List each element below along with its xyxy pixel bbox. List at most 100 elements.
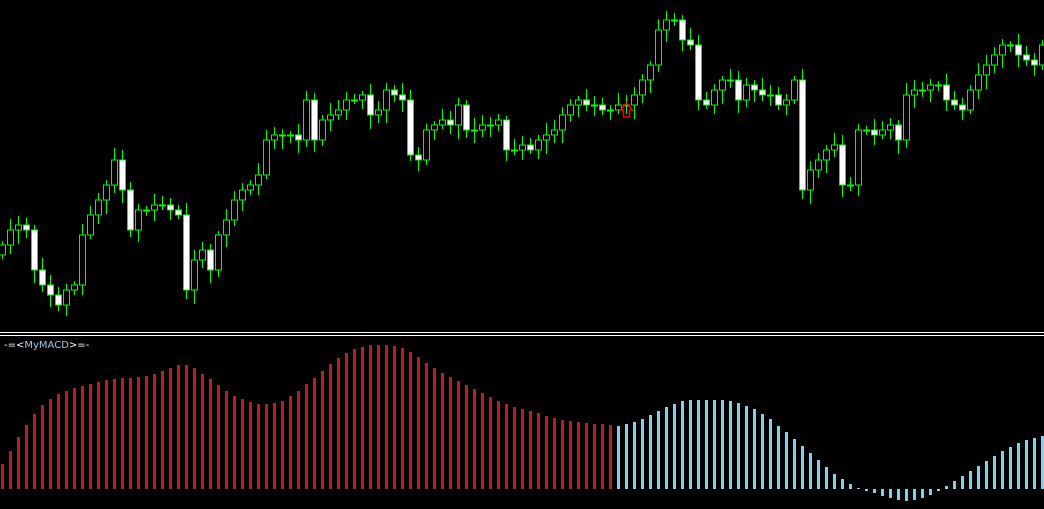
candle-body xyxy=(375,109,382,116)
macd-bar xyxy=(321,371,324,489)
candle xyxy=(863,126,870,135)
candle-body xyxy=(703,99,710,106)
candle-body xyxy=(103,184,110,201)
candle-body xyxy=(759,89,766,96)
candle xyxy=(687,28,694,50)
candle xyxy=(127,182,134,237)
macd-bar xyxy=(209,379,212,489)
candle xyxy=(431,121,438,140)
candle xyxy=(703,92,710,109)
candle xyxy=(327,103,334,131)
candle-body xyxy=(439,119,446,126)
macd-bar xyxy=(569,421,572,489)
candle xyxy=(775,87,782,110)
macd-bar xyxy=(241,399,244,489)
candle xyxy=(487,117,494,137)
candle-body xyxy=(463,104,470,131)
candle xyxy=(207,244,214,283)
candle xyxy=(951,91,958,110)
price-chart[interactable] xyxy=(0,0,1044,332)
candle-body xyxy=(687,39,694,46)
candle xyxy=(791,76,798,104)
macd-bar xyxy=(49,399,52,489)
macd-histogram xyxy=(1,345,1044,501)
macd-bar xyxy=(257,404,260,489)
candle xyxy=(335,100,342,120)
macd-bar xyxy=(713,400,716,489)
candle-body xyxy=(207,249,214,271)
candle-body xyxy=(135,209,142,231)
candle-body xyxy=(871,129,878,136)
macd-bar xyxy=(385,345,388,489)
candle-body xyxy=(127,189,134,231)
macd-bar xyxy=(809,453,812,489)
candle-body xyxy=(31,229,38,271)
candle xyxy=(815,153,822,178)
macd-bar xyxy=(721,400,724,489)
candle xyxy=(39,258,46,292)
indicator-label-suffix: >=- xyxy=(68,340,90,351)
candle-body xyxy=(1039,44,1044,66)
candle-body xyxy=(719,79,726,91)
candle-body xyxy=(383,89,390,111)
candle-body xyxy=(23,224,30,231)
candle xyxy=(303,91,310,147)
candle-body xyxy=(359,94,366,101)
candle xyxy=(375,101,382,123)
candle-body xyxy=(415,154,422,161)
macd-bar xyxy=(65,391,68,489)
candle xyxy=(407,90,414,161)
pane-separator[interactable] xyxy=(0,332,1044,333)
candle xyxy=(23,218,30,238)
macd-bar xyxy=(697,400,700,489)
candle xyxy=(63,284,70,316)
candle-body xyxy=(655,29,662,66)
candle xyxy=(671,13,678,26)
candle xyxy=(383,83,390,123)
candle-body xyxy=(471,129,478,132)
macd-bar xyxy=(657,411,660,489)
candle-body xyxy=(479,124,486,131)
candle xyxy=(263,130,270,179)
candle-body xyxy=(39,269,46,286)
candle xyxy=(215,231,222,277)
candle-body xyxy=(247,184,254,191)
macd-bar xyxy=(89,384,92,489)
candle-body xyxy=(879,129,886,136)
candle-body xyxy=(775,94,782,106)
candle-body xyxy=(959,104,966,111)
macd-bar xyxy=(905,489,908,501)
candle xyxy=(823,145,830,173)
candle-body xyxy=(487,124,494,127)
macd-bar xyxy=(329,364,332,489)
candle xyxy=(927,79,934,102)
candle xyxy=(847,177,854,191)
macd-bar xyxy=(521,409,524,489)
macd-bar xyxy=(985,461,988,489)
candle xyxy=(679,15,686,51)
candle xyxy=(991,47,998,73)
candle-body xyxy=(591,104,598,107)
candle-body xyxy=(983,64,990,76)
candle-body xyxy=(919,89,926,92)
candle-body xyxy=(967,89,974,111)
candle xyxy=(311,93,318,152)
candle-body xyxy=(119,159,126,191)
macd-bar xyxy=(97,382,100,489)
macd-bar xyxy=(449,377,452,489)
candle xyxy=(527,138,534,154)
candle xyxy=(447,111,454,134)
candle xyxy=(575,96,582,117)
macd-bar xyxy=(865,489,868,491)
candle-body xyxy=(551,129,558,136)
macd-bar xyxy=(297,391,300,489)
candle xyxy=(807,161,814,204)
candle-body xyxy=(71,284,78,291)
macd-bar xyxy=(953,481,956,489)
macd-bar xyxy=(633,422,636,489)
macd-bar xyxy=(289,396,292,489)
candle xyxy=(967,85,974,114)
macd-bar xyxy=(681,401,684,489)
macd-bar xyxy=(33,414,36,489)
pane-separator-inner xyxy=(0,335,1044,336)
